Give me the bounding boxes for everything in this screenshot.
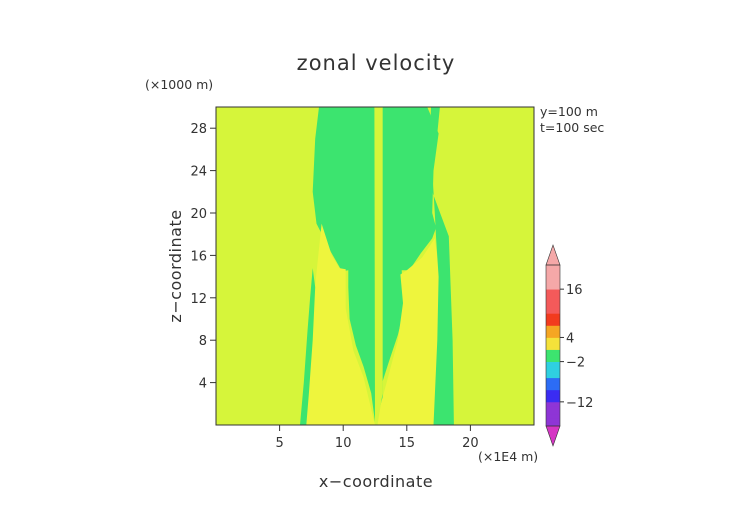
contour-region-1 (312, 107, 375, 422)
y-tick-label: 12 (190, 292, 207, 307)
colorbar: 16 4 −2 −12 (545, 244, 593, 447)
annotation-t: t=100 sec (540, 120, 604, 135)
colorbar-band (546, 369, 560, 375)
chart-title: zonal velocity (297, 51, 456, 75)
y-tick-label: 16 (190, 249, 207, 264)
colorbar-band (546, 365, 560, 371)
y-axis-label: z−coordinate (166, 209, 185, 322)
colorbar-band (546, 357, 560, 362)
colorbar-min-arrow (545, 425, 561, 447)
contour-region-5 (429, 107, 454, 425)
contour-region-3 (300, 223, 375, 425)
colorbar-band (546, 333, 560, 338)
colorbar-band (546, 269, 560, 274)
colorbar-band (546, 401, 560, 407)
colorbar-band (546, 289, 560, 294)
y-tick-label: 4 (199, 377, 207, 392)
colorbar-band (546, 293, 560, 298)
colorbar-band (546, 317, 560, 322)
colorbar-band (546, 397, 560, 403)
colorbar-band (546, 405, 560, 411)
contour-region-2 (375, 107, 439, 422)
colorbar-band (546, 281, 560, 286)
colorbar-band (546, 329, 560, 334)
colorbar-band (546, 409, 560, 415)
colorbar-frame (545, 264, 561, 427)
colorbar-band (546, 297, 560, 302)
y-axis-ticks: 4 8 12 16 20 24 28 (190, 122, 216, 392)
annotation-y: y=100 m (540, 104, 598, 119)
colorbar-label: 16 (566, 283, 583, 298)
colorbar-max-arrow (545, 244, 561, 266)
y-axis-unit: (×1000 m) (145, 77, 213, 92)
colorbar-band (546, 417, 560, 423)
colorbar-band (546, 277, 560, 282)
colorbar-band (546, 309, 560, 314)
x-axis-label: x−coordinate (319, 472, 433, 491)
colorbar-label: 4 (566, 331, 574, 346)
colorbar-band (546, 393, 560, 399)
colorbar-label: −2 (566, 356, 585, 371)
colorbar-band (546, 389, 560, 395)
colorbar-band (546, 385, 560, 391)
plot-frame (215, 106, 535, 426)
x-axis-ticks: 5 10 15 20 (275, 425, 479, 451)
colorbar-label: −12 (566, 396, 593, 411)
x-tick-label: 5 (275, 436, 283, 451)
colorbar-band (546, 265, 560, 270)
colorbar-band (546, 321, 560, 326)
y-tick-label: 28 (190, 122, 207, 137)
y-tick-label: 8 (199, 334, 207, 349)
colorbar-band (546, 373, 560, 379)
colorbar-band (546, 301, 560, 306)
x-tick-label: 15 (399, 436, 416, 451)
colorbar-band (546, 377, 560, 383)
colorbar-band (546, 337, 560, 342)
colorbar-band (546, 341, 560, 346)
colorbar-band (546, 325, 560, 330)
colorbar-band (546, 361, 560, 367)
colorbar-band (546, 353, 560, 358)
contour-regions (300, 107, 454, 425)
colorbar-band (546, 285, 560, 290)
colorbar-band (546, 273, 560, 278)
x-tick-label: 10 (335, 436, 352, 451)
colorbar-band (546, 413, 560, 419)
colorbar-band (546, 305, 560, 310)
colorbar-band (546, 421, 560, 427)
contour-region-4 (375, 238, 449, 425)
colorbar-band (546, 349, 560, 354)
x-axis-unit: (×1E4 m) (478, 449, 538, 464)
y-tick-label: 20 (190, 207, 207, 222)
colorbar-band (546, 381, 560, 387)
colorbar-band (546, 345, 560, 350)
plot-area: 5 10 15 20 4 8 12 16 20 24 28 (190, 106, 535, 451)
colorbar-band (546, 313, 560, 318)
x-tick-label: 20 (462, 436, 479, 451)
y-tick-label: 24 (190, 165, 207, 180)
contour-region-6 (300, 268, 316, 425)
contour-region-7 (375, 107, 383, 425)
